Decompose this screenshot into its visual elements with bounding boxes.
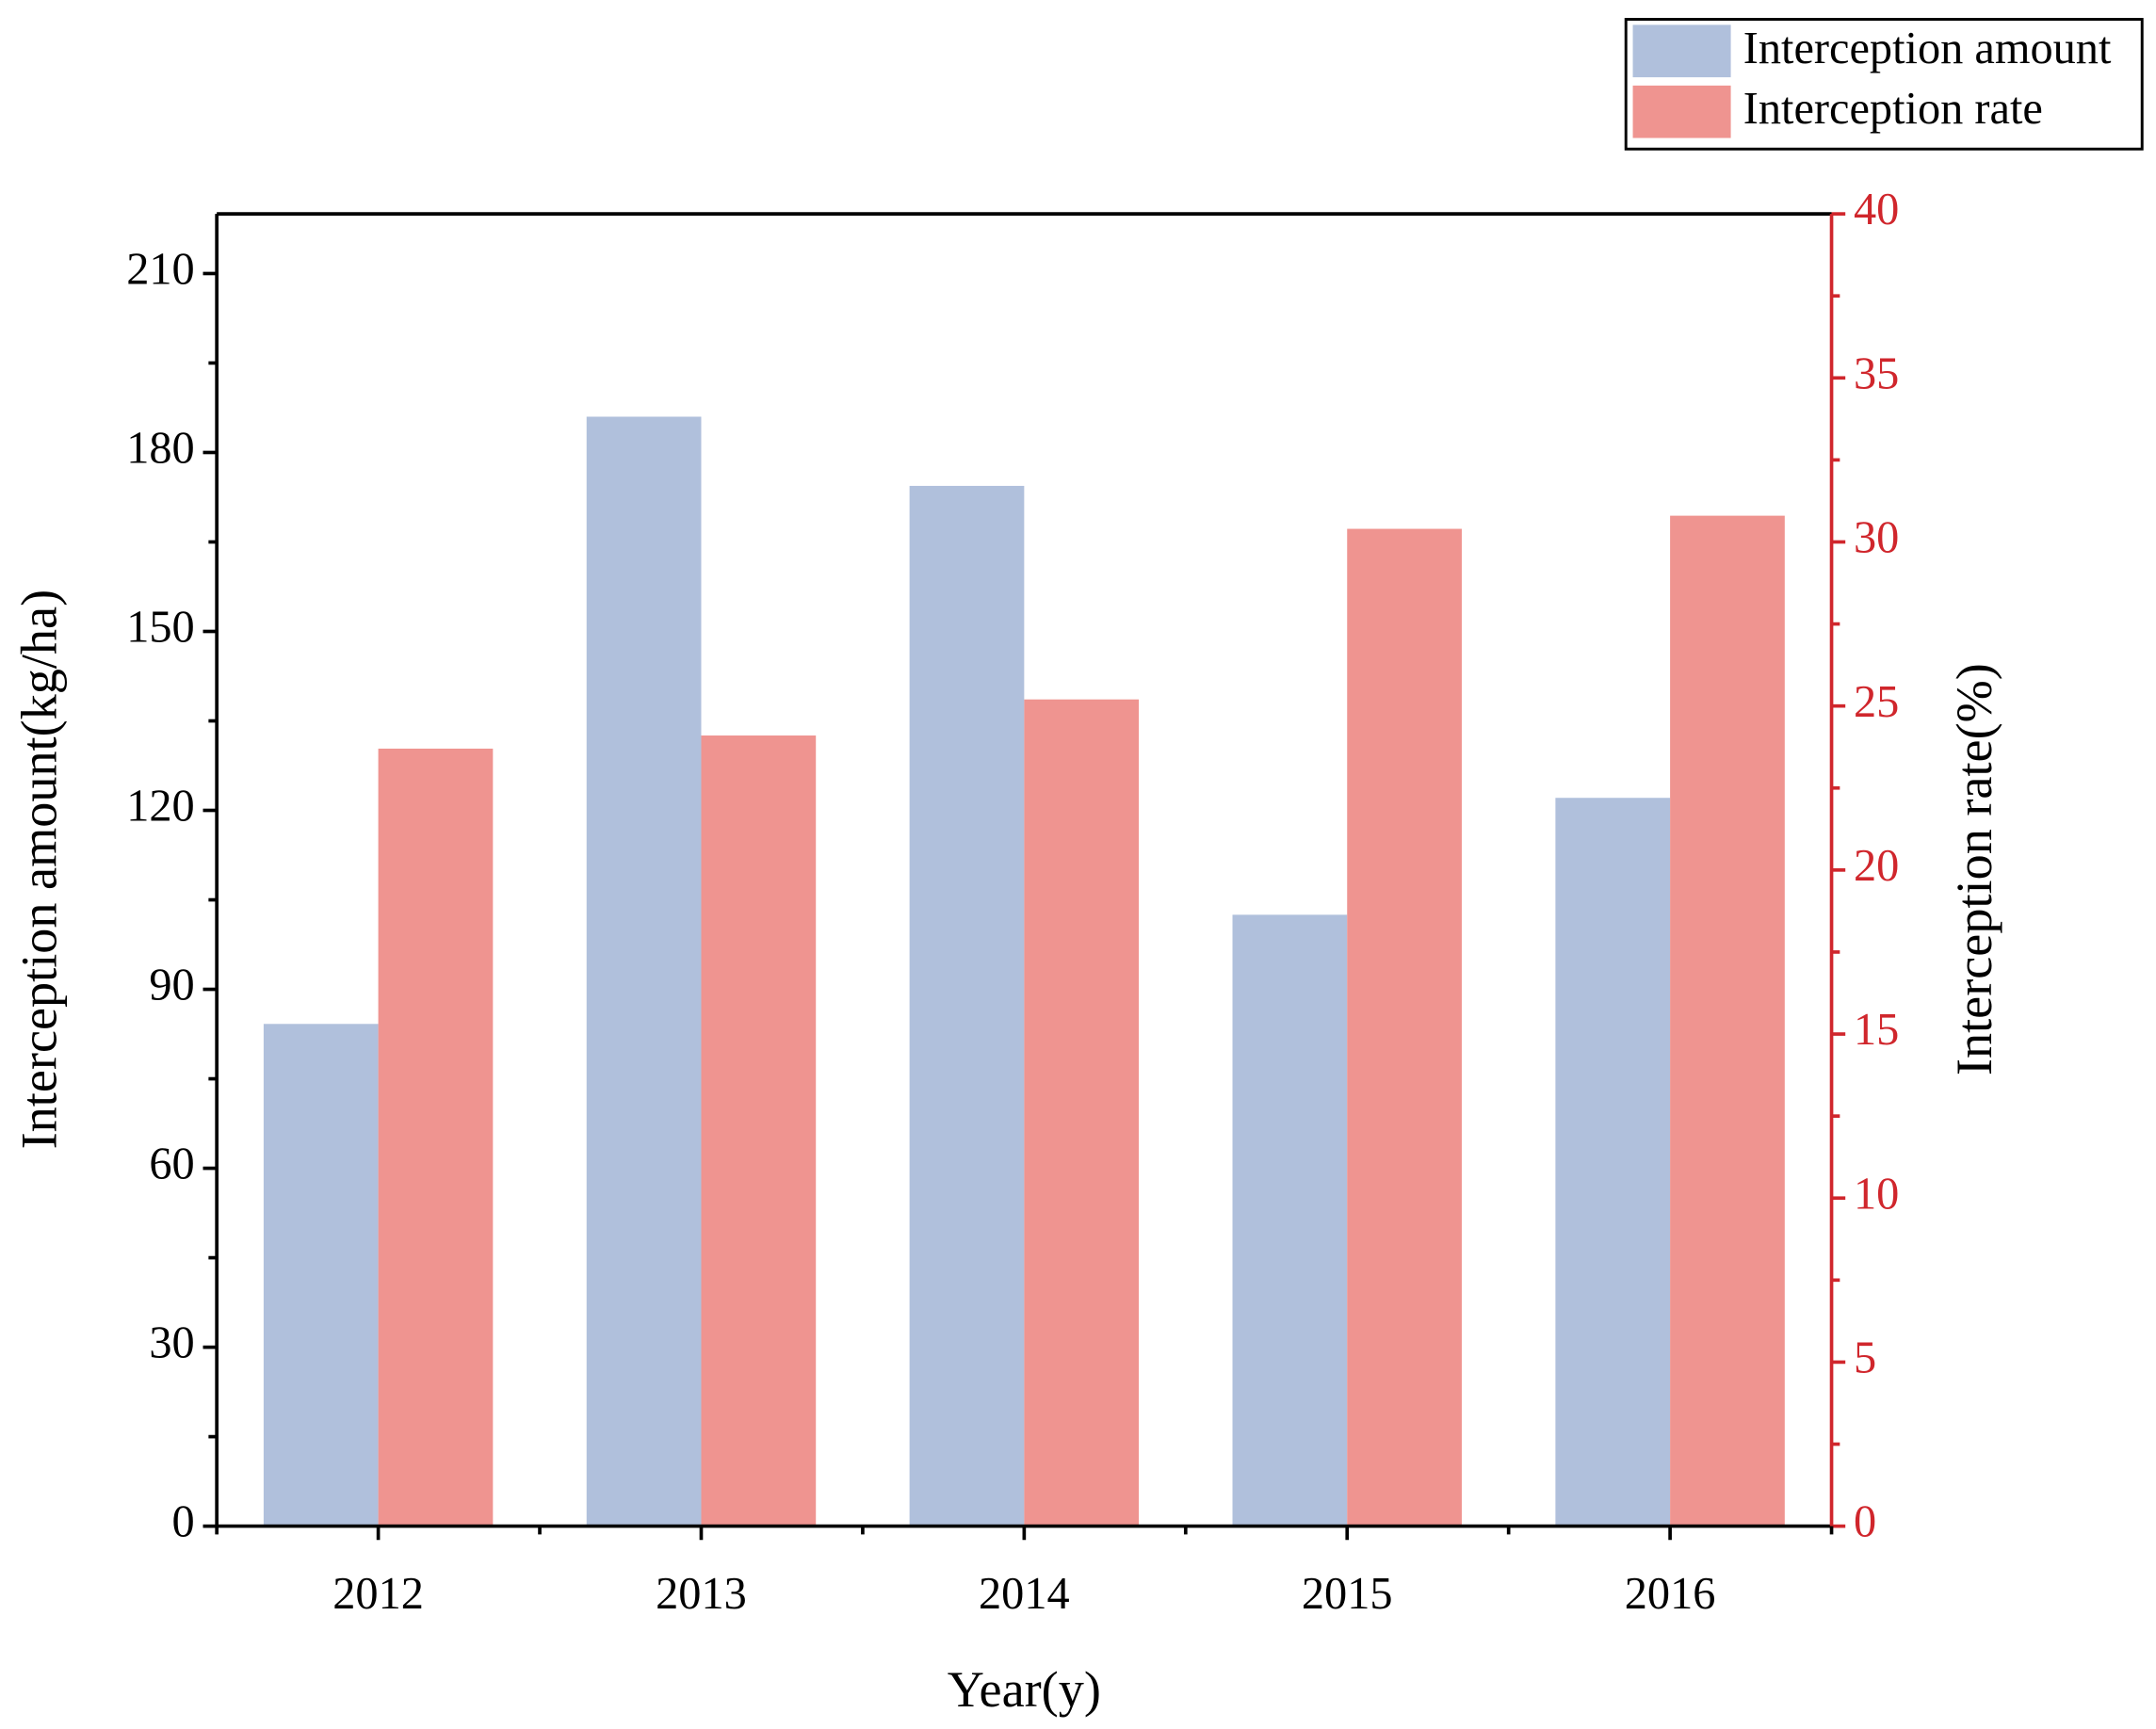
y-tick-label: 210 — [126, 245, 195, 295]
y2-tick-label: 15 — [1854, 1005, 1899, 1055]
y-tick-label: 30 — [149, 1318, 194, 1368]
y2-tick-label: 25 — [1854, 677, 1899, 727]
y-axis-title: Interception amount(kg/ha) — [10, 590, 67, 1150]
y2-tick-label: 0 — [1854, 1497, 1876, 1547]
y2-tick-label: 5 — [1854, 1333, 1876, 1383]
bar — [378, 748, 494, 1527]
bar — [263, 1024, 379, 1527]
y-tick-label: 120 — [126, 782, 195, 832]
y2-tick-label: 10 — [1854, 1169, 1899, 1219]
y-tick-label: 180 — [126, 424, 195, 474]
bar — [1670, 515, 1785, 1527]
legend-label: Interception rate — [1743, 84, 2043, 134]
x-axis-title: Year(y) — [948, 1661, 1101, 1718]
y-tick-label: 0 — [172, 1497, 195, 1547]
x-tick-label: 2014 — [979, 1569, 1070, 1619]
y-tick-label: 60 — [149, 1139, 194, 1189]
bar — [909, 485, 1025, 1527]
bar — [701, 735, 817, 1527]
legend-swatch — [1632, 24, 1731, 78]
legend-swatch — [1632, 85, 1731, 138]
y2-tick-label: 30 — [1854, 513, 1899, 563]
y2-tick-label: 40 — [1854, 185, 1899, 234]
bar — [1555, 798, 1671, 1527]
bar — [586, 416, 702, 1527]
bar — [1347, 528, 1462, 1527]
legend-label: Interception amount — [1743, 24, 2112, 73]
bar — [1024, 699, 1140, 1527]
y2-tick-label: 20 — [1854, 841, 1899, 891]
bar — [1232, 914, 1348, 1527]
x-tick-label: 2015 — [1302, 1569, 1393, 1619]
x-tick-label: 2012 — [332, 1569, 424, 1619]
x-tick-label: 2013 — [656, 1569, 747, 1619]
y-tick-label: 150 — [126, 603, 195, 653]
y2-axis-title: Interception rate(%) — [1946, 663, 2002, 1075]
x-tick-label: 2016 — [1625, 1569, 1716, 1619]
y2-tick-label: 35 — [1854, 348, 1899, 398]
y-tick-label: 90 — [149, 961, 194, 1010]
